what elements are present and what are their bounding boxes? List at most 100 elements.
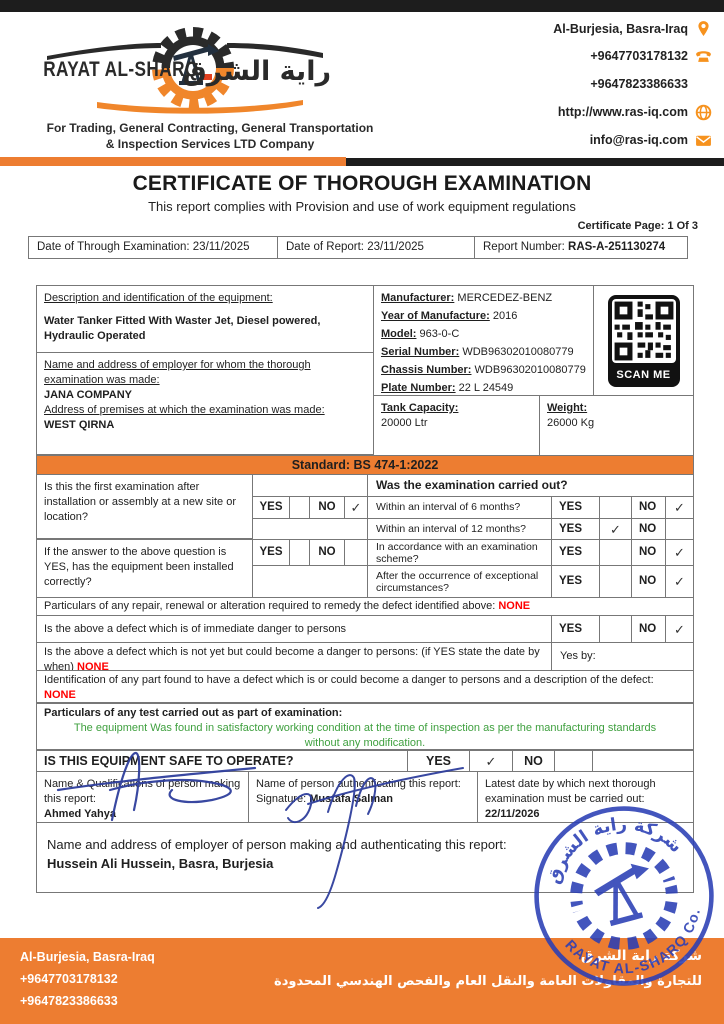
company-stamp: شركة راية الشرق RAYAT AL-SHARQ Co.	[532, 798, 716, 993]
divider-orange	[0, 157, 346, 166]
report-number-label: Report Number:	[483, 241, 565, 253]
immediate-danger-question: Is the above a defect which is of immedi…	[36, 615, 552, 643]
subq4-yes-check	[599, 565, 632, 598]
spec-label: Year of Manufacture:	[381, 310, 490, 322]
header-website: http://www.ras-iq.com	[557, 105, 688, 119]
employer-value: JANA COMPANY	[44, 389, 133, 401]
next-exam-label: Latest date by which next thorough exami…	[485, 778, 656, 805]
repair-text: Particulars of any repair, renewal or al…	[44, 600, 496, 612]
spec-label: Chassis Number:	[381, 364, 472, 376]
spec-value: WDB96302010080779	[474, 364, 586, 376]
footer-phone1: +9647703178132	[20, 972, 118, 986]
maker-name: Ahmed Yahya	[44, 808, 116, 820]
subq3-yes-label: YES	[551, 539, 600, 566]
test-label: Particulars of any test carried out as p…	[44, 707, 343, 719]
exam-date-cell: Date of Through Examination: 23/11/2025	[28, 236, 278, 259]
header-phone2: +9647823386633	[590, 77, 688, 91]
q2-yes-label: YES	[252, 539, 290, 566]
subq1-yes-label: YES	[551, 496, 600, 519]
scan-me-label: SCAN ME	[616, 368, 671, 381]
q2-yes-check	[289, 539, 310, 566]
tagline-line1: For Trading, General Contracting, Genera…	[46, 121, 374, 135]
footer-address: Al-Burjesia, Basra-Iraq	[20, 950, 155, 964]
employer-label: Name and address of employer for whom th…	[44, 359, 311, 386]
report-date-value: 23/11/2025	[367, 241, 424, 253]
logo-swoosh-right	[227, 43, 323, 58]
standard-header: Standard: BS 474-1:2022	[36, 455, 694, 475]
subq2-yes-label: YES	[551, 518, 600, 540]
subq-text: After the occurrence of exceptional circ…	[376, 569, 539, 594]
question-installed-correctly-text: If the answer to the above question is Y…	[44, 546, 234, 588]
phone-icon	[696, 51, 711, 62]
subq4-no-check: ✓	[665, 565, 694, 598]
authenticator-label: Name of person authenticating this repor…	[256, 778, 461, 790]
exam-date-label: Date of Through Examination:	[37, 241, 190, 253]
footer-company-arabic: شركة راية الشرق	[581, 948, 702, 964]
footer-phone2: +9647823386633	[20, 994, 118, 1008]
carried-out-header-text: Was the examination carried out?	[376, 478, 568, 492]
report-employer-cell: Name and address of employer of person m…	[36, 822, 694, 893]
subq2-no-check	[665, 518, 694, 540]
signature-label: Signature:	[256, 793, 307, 805]
empty-cell	[252, 565, 368, 598]
spec-label: Plate Number:	[381, 382, 456, 394]
subq4-yes-label: YES	[551, 565, 600, 598]
test-result: The equipment Was found in satisfactory …	[73, 722, 657, 749]
report-number-cell: Report Number: RAS-A-251130274	[474, 236, 688, 259]
weight-cell: Weight: 26000 Kg	[539, 395, 694, 456]
logo-swoosh-orange	[97, 100, 303, 114]
page-title: CERTIFICATE OF THOROUGH EXAMINATION	[132, 172, 592, 195]
safe-yes-check: ✓	[469, 750, 513, 772]
identification-value: NONE	[44, 689, 76, 701]
spec-value: 963-0-C	[419, 328, 460, 340]
tank-capacity-value: 20000 Ltr	[381, 417, 428, 429]
subq1-no-label: NO	[631, 496, 666, 519]
report-employer-value: Hussein Ali Hussein, Basra, Burjesia	[47, 856, 274, 871]
maker-cell: Name & Qualifications of person making t…	[36, 771, 249, 823]
subq3-no-label: NO	[631, 539, 666, 566]
future-danger-text: Is the above a defect which is not yet b…	[44, 646, 540, 673]
q1-yes-check	[289, 496, 310, 519]
qr-cell: SCAN ME	[593, 285, 694, 396]
maker-label: Name & Qualifications of person making t…	[44, 778, 241, 805]
certificate-page-label: Certificate Page: 1 Of 3	[577, 220, 698, 232]
q1-no-label: NO	[309, 496, 345, 519]
page-subtitle: This report complies with Provision and …	[148, 199, 576, 214]
authenticator-name: Mustafa Salman	[309, 793, 393, 805]
safe-no-label: NO	[512, 750, 555, 772]
divider-black	[346, 158, 724, 166]
repair-value: NONE	[498, 600, 531, 612]
equipment-description-label: Description and identification of the eq…	[44, 292, 273, 304]
premises-label: Address of premises at which the examina…	[44, 404, 325, 416]
identification-row: Identification of any part found to have…	[36, 670, 694, 703]
subq-12-months: Within an interval of 12 months?	[367, 518, 552, 540]
logo-swoosh-left	[47, 43, 161, 60]
empty-cell	[592, 750, 694, 772]
pumpjack-icon	[173, 44, 219, 85]
carried-out-header: Was the examination carried out?	[367, 474, 694, 497]
header-email: info@ras-iq.com	[589, 133, 688, 147]
future-danger-question: Is the above a defect which is not yet b…	[36, 642, 552, 673]
spec-label: Model:	[381, 328, 417, 340]
safe-question-cell: IS THIS EQUIPMENT SAFE TO OPERATE?	[36, 750, 408, 772]
employer-premises-cell: Name and address of employer for whom th…	[36, 352, 374, 455]
empty-cell	[252, 474, 368, 497]
safe-question-text: IS THIS EQUIPMENT SAFE TO OPERATE?	[44, 753, 294, 768]
subq4-no-label: NO	[631, 565, 666, 598]
immediate-no-label: NO	[631, 615, 666, 643]
globe-icon	[695, 104, 712, 121]
spec-label: Manufacturer:	[381, 292, 455, 304]
header: RAYAT AL-SHARQ راية الشرق For Trading, G…	[0, 12, 724, 157]
equipment-description-cell: Description and identification of the eq…	[36, 285, 374, 353]
immediate-yes-check	[599, 615, 632, 643]
qr-code: SCAN ME	[607, 294, 680, 387]
yes-by-text: Yes by:	[560, 650, 596, 662]
authenticator-cell: Name of person authenticating this repor…	[248, 771, 478, 823]
immediate-no-check: ✓	[665, 615, 694, 643]
question-first-examination-text: Is this the first examination after inst…	[44, 481, 236, 523]
subq-text: In accordance with an examination scheme…	[376, 540, 538, 565]
report-number-value: RAS-A-251130274	[568, 241, 666, 253]
header-address: Al-Burjesia, Basra-Iraq	[553, 22, 688, 36]
safe-yes-label: YES	[407, 750, 470, 772]
